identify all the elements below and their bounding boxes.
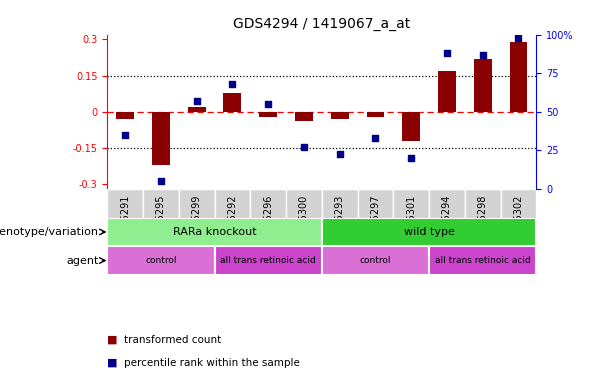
Bar	[429, 189, 465, 246]
Bar	[179, 189, 215, 246]
Bar	[295, 112, 313, 121]
Point	[335, 151, 345, 157]
Bar	[286, 189, 322, 246]
Bar	[224, 93, 242, 112]
Bar	[215, 189, 250, 246]
Text: agent: agent	[66, 255, 99, 265]
Bar	[322, 218, 536, 246]
Point	[406, 155, 416, 161]
Text: all trans retinoic acid: all trans retinoic acid	[220, 256, 316, 265]
Text: GSM775291: GSM775291	[120, 195, 130, 254]
Text: ■: ■	[107, 358, 118, 368]
Bar	[152, 112, 170, 165]
Text: genotype/variation: genotype/variation	[0, 227, 99, 237]
Point	[442, 50, 452, 56]
Text: GSM775294: GSM775294	[442, 195, 452, 254]
Text: GSM775295: GSM775295	[156, 195, 166, 254]
Bar	[331, 112, 349, 119]
Text: GSM775296: GSM775296	[263, 195, 273, 254]
Bar	[402, 112, 420, 141]
Bar	[215, 246, 322, 275]
Bar	[465, 189, 501, 246]
Bar	[394, 189, 429, 246]
Text: percentile rank within the sample: percentile rank within the sample	[124, 358, 300, 368]
Text: transformed count: transformed count	[124, 335, 222, 345]
Text: GSM775300: GSM775300	[299, 195, 309, 254]
Point	[227, 81, 237, 87]
Text: GSM775299: GSM775299	[192, 195, 202, 254]
Bar	[509, 42, 527, 112]
Bar	[107, 189, 143, 246]
Bar	[367, 112, 384, 117]
Bar	[322, 189, 357, 246]
Text: GSM775302: GSM775302	[514, 195, 524, 254]
Point	[192, 98, 202, 104]
Point	[370, 135, 380, 141]
Bar	[143, 189, 179, 246]
Bar	[259, 112, 277, 117]
Text: GSM775292: GSM775292	[227, 195, 237, 254]
Text: control: control	[360, 256, 391, 265]
Bar	[107, 218, 322, 246]
Bar	[250, 189, 286, 246]
Text: RARa knockout: RARa knockout	[173, 227, 256, 237]
Point	[514, 35, 524, 41]
Text: GSM775298: GSM775298	[478, 195, 488, 254]
Text: ■: ■	[107, 335, 118, 345]
Bar	[501, 189, 536, 246]
Point	[156, 178, 166, 184]
Point	[264, 101, 273, 107]
Bar	[429, 246, 536, 275]
Text: GSM775297: GSM775297	[370, 195, 381, 254]
Text: control: control	[145, 256, 177, 265]
Text: all trans retinoic acid: all trans retinoic acid	[435, 256, 531, 265]
Bar	[188, 107, 205, 112]
Bar	[357, 189, 394, 246]
Text: GSM775301: GSM775301	[406, 195, 416, 254]
Text: GSM775293: GSM775293	[335, 195, 345, 254]
Bar	[116, 112, 134, 119]
Point	[120, 132, 130, 138]
Bar	[107, 246, 215, 275]
Text: wild type: wild type	[404, 227, 454, 237]
Point	[478, 51, 488, 58]
Title: GDS4294 / 1419067_a_at: GDS4294 / 1419067_a_at	[233, 17, 411, 31]
Bar	[474, 59, 492, 112]
Bar	[438, 71, 456, 112]
Bar	[322, 246, 429, 275]
Point	[299, 144, 309, 151]
